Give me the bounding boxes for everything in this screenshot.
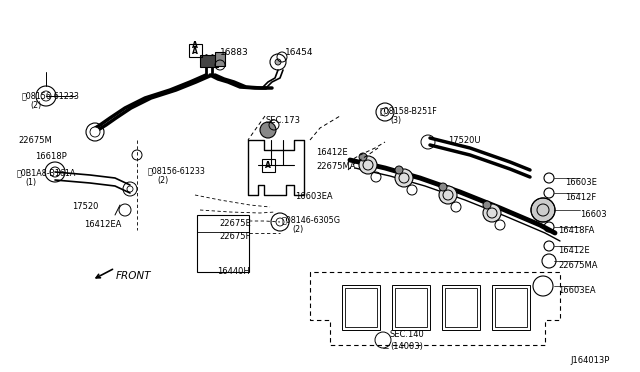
Circle shape xyxy=(359,156,377,174)
Text: A: A xyxy=(192,42,198,51)
Text: 16603EA: 16603EA xyxy=(295,192,333,201)
Bar xyxy=(342,285,380,330)
Text: (2): (2) xyxy=(292,225,303,234)
Circle shape xyxy=(359,153,367,161)
Bar xyxy=(345,288,377,327)
Bar xyxy=(200,55,218,67)
Text: Ⓑ08156-61233: Ⓑ08156-61233 xyxy=(148,166,206,175)
Text: 22675M: 22675M xyxy=(18,136,52,145)
Text: SEC.173: SEC.173 xyxy=(265,116,300,125)
Bar xyxy=(495,288,527,327)
Text: Ⓑ08156-61233: Ⓑ08156-61233 xyxy=(22,91,80,100)
Text: 17520: 17520 xyxy=(72,202,99,211)
Text: 16603EA: 16603EA xyxy=(558,286,596,295)
Text: 16412F: 16412F xyxy=(565,193,596,202)
Text: (14003): (14003) xyxy=(390,342,423,351)
Text: 16418FA: 16418FA xyxy=(558,226,595,235)
Text: Ⓑ08146-6305G: Ⓑ08146-6305G xyxy=(282,215,341,224)
Text: (3): (3) xyxy=(390,116,401,125)
Text: 22675E: 22675E xyxy=(219,219,251,228)
Text: (2): (2) xyxy=(30,101,41,110)
Bar xyxy=(395,288,427,327)
Text: (2): (2) xyxy=(157,176,168,185)
Text: 16412E: 16412E xyxy=(316,148,348,157)
Bar xyxy=(215,52,225,66)
Circle shape xyxy=(531,198,555,222)
Circle shape xyxy=(260,122,276,138)
Text: Ⓑ0B1A8-B161A: Ⓑ0B1A8-B161A xyxy=(17,168,76,177)
Circle shape xyxy=(395,166,403,174)
Text: 16883: 16883 xyxy=(220,48,249,57)
Text: 22675MA: 22675MA xyxy=(316,162,355,171)
Bar xyxy=(262,158,275,171)
Text: A: A xyxy=(192,46,198,55)
Text: 16618P: 16618P xyxy=(35,152,67,161)
Bar xyxy=(445,288,477,327)
Text: 22675MA: 22675MA xyxy=(558,261,598,270)
Text: 16412EA: 16412EA xyxy=(84,220,122,229)
Text: 16440H: 16440H xyxy=(217,267,250,276)
Circle shape xyxy=(275,59,281,65)
Circle shape xyxy=(439,186,457,204)
Text: FRONT: FRONT xyxy=(116,271,152,281)
Text: 16603E: 16603E xyxy=(565,178,597,187)
Text: Ⓑ08158-B251F: Ⓑ08158-B251F xyxy=(380,106,438,115)
Text: 16454: 16454 xyxy=(285,48,314,57)
Text: 16412E: 16412E xyxy=(558,246,589,255)
Bar xyxy=(442,285,480,330)
Circle shape xyxy=(483,204,501,222)
Text: 22675F: 22675F xyxy=(219,232,250,241)
Text: SEC.140: SEC.140 xyxy=(390,330,425,339)
Circle shape xyxy=(439,183,447,191)
Bar xyxy=(189,44,202,57)
Text: J164013P: J164013P xyxy=(570,356,609,365)
Circle shape xyxy=(483,201,491,209)
Bar xyxy=(492,285,530,330)
Bar xyxy=(197,215,249,272)
Text: 16603: 16603 xyxy=(580,210,607,219)
Circle shape xyxy=(395,169,413,187)
Text: 17520U: 17520U xyxy=(448,136,481,145)
Text: A: A xyxy=(265,161,271,170)
Circle shape xyxy=(90,127,100,137)
Bar xyxy=(392,285,430,330)
Text: (1): (1) xyxy=(25,178,36,187)
